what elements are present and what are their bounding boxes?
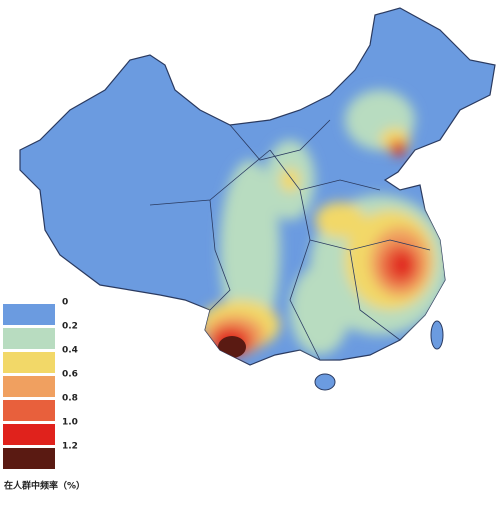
legend-label: 1.0	[62, 418, 78, 428]
legend-label: 0.2	[62, 322, 78, 332]
legend-swatch	[3, 328, 55, 349]
legend-swatch	[3, 376, 55, 397]
legend-label: 0.6	[62, 370, 78, 380]
legend-swatch	[3, 448, 55, 469]
province-borders	[149, 119, 431, 361]
hainan	[314, 373, 336, 391]
legend-title: 在人群中频率（%）	[4, 480, 85, 492]
taiwan	[430, 320, 444, 350]
legend-swatch	[3, 424, 55, 445]
legend-label: 1.2	[62, 442, 78, 452]
legend-swatch	[3, 352, 55, 373]
legend-swatch	[3, 400, 55, 421]
legend-label: 0.8	[62, 394, 78, 404]
legend-swatch	[3, 304, 55, 325]
heat-layer	[200, 90, 450, 358]
china-map	[19, 7, 496, 391]
legend-label: 0.4	[62, 346, 78, 356]
legend-label: 0	[62, 298, 68, 308]
legend: 0 0.2 0.4 0.6 0.8 1.0 1.2	[3, 298, 78, 469]
